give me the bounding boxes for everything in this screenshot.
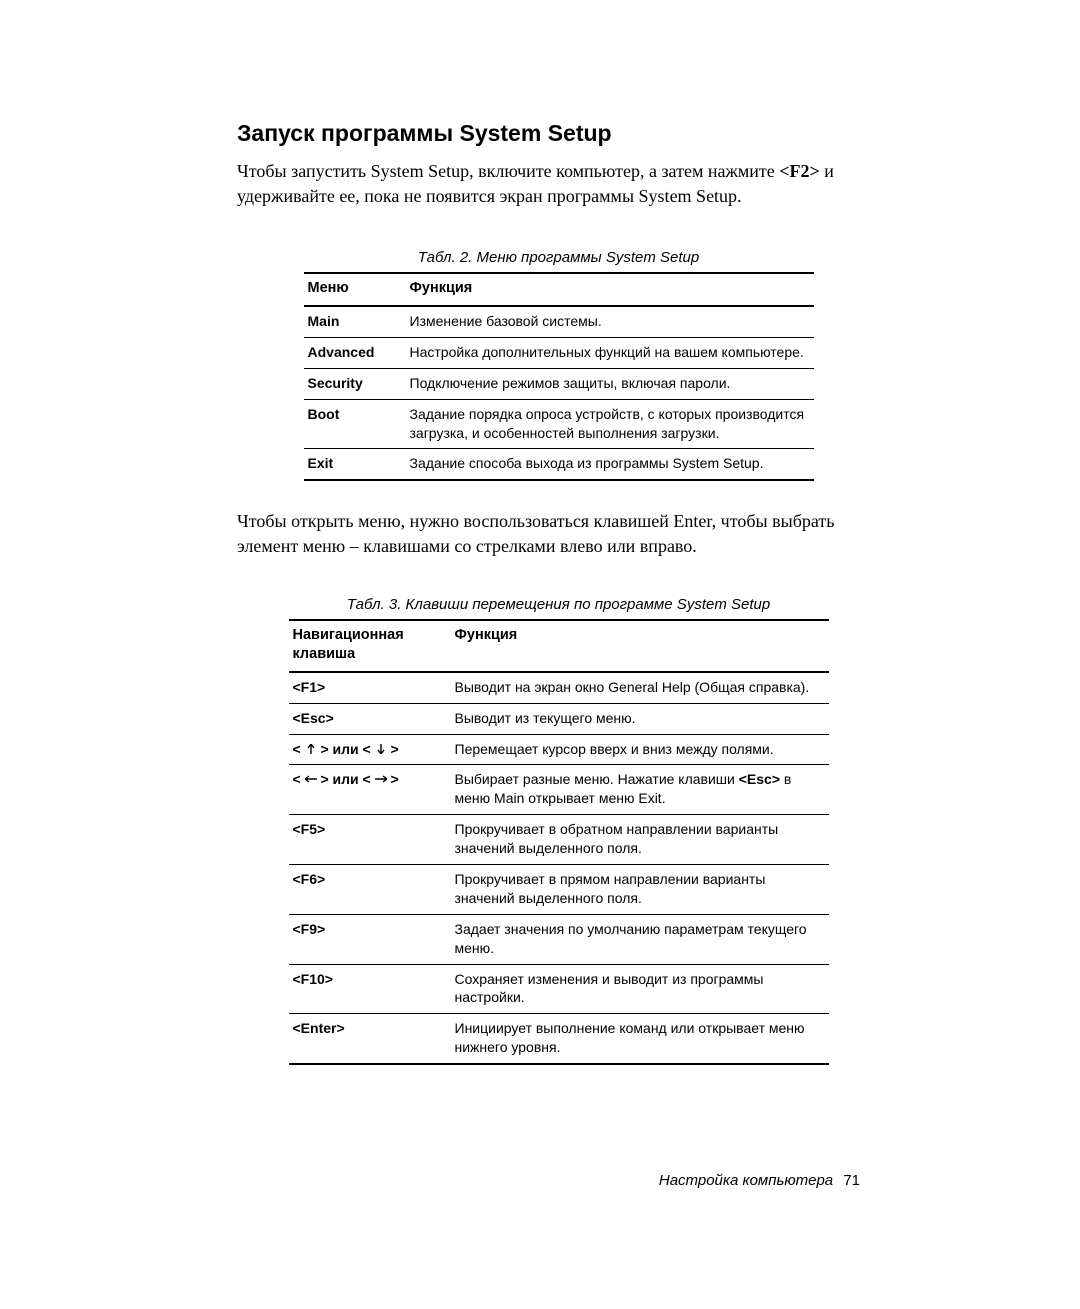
t2-r8-v: Инициирует выполнение команд или открыва…: [451, 1014, 829, 1064]
or-text: или: [329, 741, 363, 757]
table2-caption: Табл. 3. Клавиши перемещения по программ…: [237, 596, 880, 613]
mid-paragraph: Чтобы открыть меню, нужно воспользоватьс…: [237, 509, 880, 559]
gt: >: [391, 771, 399, 787]
table-row: <F1> Выводит на экран окно General Help …: [289, 672, 829, 703]
t2-r5-v: Прокручивает в прямом направлении вариан…: [451, 865, 829, 915]
intro-key: <F2>: [779, 161, 820, 181]
lt: <: [363, 771, 371, 787]
nav-keys-table: Навигационная клавиша Функция <F1> Вывод…: [289, 619, 829, 1065]
menu-table: Меню Функция Main Изменение базовой сист…: [304, 272, 814, 481]
t1-r2-k: Security: [304, 368, 406, 399]
t1-r4-v: Задание способа выхода из программы Syst…: [406, 449, 814, 480]
gt: >: [320, 771, 328, 787]
table-row: <F9> Задает значения по умолчанию параме…: [289, 914, 829, 964]
table-row: Main Изменение базовой системы.: [304, 306, 814, 337]
t2-r0-k: <F1>: [289, 672, 451, 703]
t1-r3-k: Boot: [304, 399, 406, 449]
page-number: 71: [843, 1172, 860, 1189]
intro-paragraph: Чтобы запустить System Setup, включите к…: [237, 159, 880, 209]
t1-r1-k: Advanced: [304, 337, 406, 368]
table-row: <Esc> Выводит из текущего меню.: [289, 703, 829, 734]
t2-r2-v: Перемещает курсор вверх и вниз между пол…: [451, 734, 829, 765]
lt: <: [363, 741, 371, 757]
table-row: <F10> Сохраняет изменения и выводит из п…: [289, 964, 829, 1014]
t2-r5-k: <F6>: [289, 865, 451, 915]
t2-r0-v: Выводит на экран окно General Help (Обща…: [451, 672, 829, 703]
t2-r3-v-pre: Выбирает разные меню. Нажатие клавиши: [455, 771, 739, 787]
intro-text-1: Чтобы запустить System Setup, включите к…: [237, 161, 779, 181]
t1-r0-v: Изменение базовой системы.: [406, 306, 814, 337]
t2-r3-v: Выбирает разные меню. Нажатие клавиши <E…: [451, 765, 829, 815]
table-row: <F5> Прокручивает в обратном направлении…: [289, 815, 829, 865]
table-row: <F6> Прокручивает в прямом направлении в…: [289, 865, 829, 915]
t1-r4-k: Exit: [304, 449, 406, 480]
table-row: Advanced Настройка дополнительных функци…: [304, 337, 814, 368]
t2-head-c1: Навигационная клавиша: [289, 620, 451, 672]
t1-head-c2: Функция: [406, 273, 814, 306]
arrow-left-icon: [305, 770, 317, 780]
t2-head-c2: Функция: [451, 620, 829, 672]
t2-r7-k: <F10>: [289, 964, 451, 1014]
t2-r1-v: Выводит из текущего меню.: [451, 703, 829, 734]
t2-r7-v: Сохраняет изменения и выводит из програм…: [451, 964, 829, 1014]
table-row: < > или < > Перемещает курсор вверх и вн…: [289, 734, 829, 765]
page-content: Запуск программы System Setup Чтобы запу…: [0, 0, 1080, 1153]
table-row: Security Подключение режимов защиты, вкл…: [304, 368, 814, 399]
arrow-down-icon: [375, 740, 387, 750]
t2-r8-k: <Enter>: [289, 1014, 451, 1064]
lt: <: [293, 741, 301, 757]
table-row: Exit Задание способа выхода из программы…: [304, 449, 814, 480]
t2-r3-v-key: <Esc>: [739, 771, 780, 787]
or-text: или: [329, 771, 363, 787]
t1-head-c1: Меню: [304, 273, 406, 306]
t2-r4-v: Прокручивает в обратном направлении вари…: [451, 815, 829, 865]
table-row: Boot Задание порядка опроса устройств, с…: [304, 399, 814, 449]
t2-r6-k: <F9>: [289, 914, 451, 964]
arrow-up-icon: [305, 740, 317, 750]
t2-r3-k: < > или < >: [289, 765, 451, 815]
t1-r0-k: Main: [304, 306, 406, 337]
t1-r1-v: Настройка дополнительных функций на ваше…: [406, 337, 814, 368]
gt: >: [391, 741, 399, 757]
table1-caption: Табл. 2. Меню программы System Setup: [237, 249, 880, 266]
gt: >: [320, 741, 328, 757]
arrow-right-icon: [375, 770, 387, 780]
t1-r3-v: Задание порядка опроса устройств, с кото…: [406, 399, 814, 449]
footer-text: Настройка компьютера: [659, 1172, 833, 1189]
table-row: < > или < > Выбирает разные меню. Нажати…: [289, 765, 829, 815]
t2-r2-k: < > или < >: [289, 734, 451, 765]
lt: <: [293, 771, 301, 787]
table-row: <Enter> Инициирует выполнение команд или…: [289, 1014, 829, 1064]
t2-r1-k: <Esc>: [289, 703, 451, 734]
page-footer: Настройка компьютера 71: [659, 1172, 860, 1189]
section-heading: Запуск программы System Setup: [237, 120, 880, 147]
t2-r6-v: Задает значения по умолчанию параметрам …: [451, 914, 829, 964]
t1-r2-v: Подключение режимов защиты, включая паро…: [406, 368, 814, 399]
t2-r4-k: <F5>: [289, 815, 451, 865]
